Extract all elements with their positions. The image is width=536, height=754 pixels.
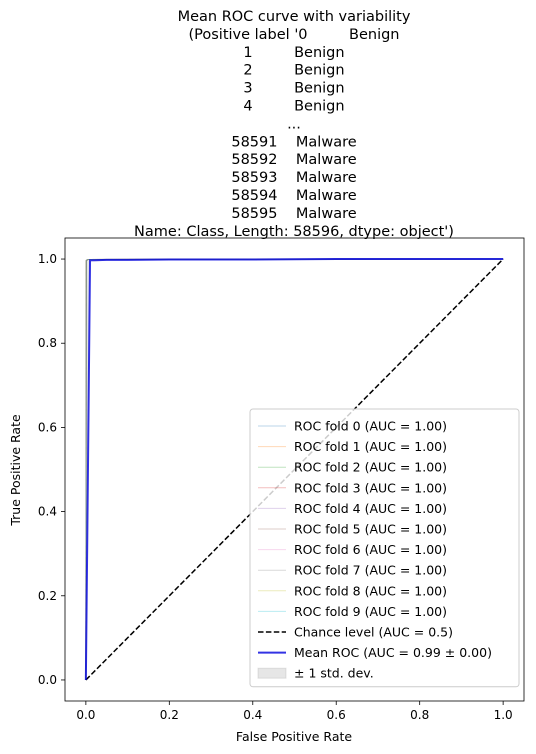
y-axis-label: True Positive Rate	[8, 414, 23, 527]
y-tick-label: 0.4	[38, 505, 57, 519]
legend-handle-std-band	[257, 667, 287, 679]
legend-label-0: ROC fold 0 (AUC = 1.00)	[294, 419, 447, 434]
y-tick-label: 0.6	[38, 420, 57, 434]
x-axis-ticks: 0.0 0.2 0.4 0.6 0.8 1.0	[76, 701, 513, 722]
x-tick-label: 0.4	[243, 708, 262, 722]
y-tick-label: 0.8	[38, 336, 57, 350]
x-tick-label: 0.2	[160, 708, 179, 722]
legend: ROC fold 0 (AUC = 1.00) ROC fold 1 (AUC =…	[249, 408, 520, 688]
legend-label-5: ROC fold 5 (AUC = 1.00)	[294, 522, 447, 537]
x-tick-label: 0.8	[410, 708, 429, 722]
title-line-4: 3 Benign	[243, 81, 344, 97]
y-tick-label: 1.0	[38, 252, 57, 266]
title-line-12: Name: Class, Length: 58596, dtype: objec…	[134, 224, 454, 240]
legend-label-9: ROC fold 9 (AUC = 1.00)	[294, 604, 447, 619]
legend-label-2: ROC fold 2 (AUC = 1.00)	[294, 460, 447, 475]
title-line-1: (Positive label '0 Benign	[188, 27, 399, 43]
title-line-7: 58591 Malware	[231, 134, 356, 150]
title-line-11: 58595 Malware	[231, 206, 356, 222]
title-line-8: 58592 Malware	[231, 152, 356, 168]
x-tick-label: 1.0	[494, 708, 513, 722]
legend-label-7: ROC fold 7 (AUC = 1.00)	[294, 563, 447, 578]
legend-label-11: Mean ROC (AUC = 0.99 ± 0.00)	[294, 645, 492, 660]
x-axis-label: False Positive Rate	[236, 729, 352, 744]
legend-box	[249, 408, 520, 688]
legend-label-1: ROC fold 1 (AUC = 1.00)	[294, 439, 447, 454]
title-line-10: 58594 Malware	[231, 188, 356, 204]
mean-roc-line	[84, 258, 504, 680]
legend-label-12: ± 1 std. dev.	[294, 666, 374, 681]
title-line-0: Mean ROC curve with variability	[178, 9, 411, 25]
title-line-5: 4 Benign	[243, 99, 344, 115]
title-line-6: ...	[287, 116, 301, 132]
chart-title: Mean ROC curve with variability (Positive…	[134, 9, 454, 240]
x-tick-label: 0.0	[76, 708, 95, 722]
y-axis-ticks: 0.0 0.2 0.4 0.6 0.8 1.0	[38, 252, 65, 687]
title-line-3: 2 Benign	[243, 63, 344, 79]
legend-label-6: ROC fold 6 (AUC = 1.00)	[294, 542, 447, 557]
plot-area	[64, 237, 525, 702]
y-tick-label: 0.0	[38, 673, 57, 687]
title-line-2: 1 Benign	[243, 45, 344, 61]
legend-label-8: ROC fold 8 (AUC = 1.00)	[294, 583, 447, 598]
legend-label-10: Chance level (AUC = 0.5)	[294, 625, 453, 640]
title-line-9: 58593 Malware	[231, 170, 356, 186]
legend-label-3: ROC fold 3 (AUC = 1.00)	[294, 480, 447, 495]
legend-label-4: ROC fold 4 (AUC = 1.00)	[294, 501, 447, 516]
x-tick-label: 0.6	[327, 708, 346, 722]
y-tick-label: 0.2	[38, 589, 57, 603]
axes-frame	[64, 237, 525, 702]
